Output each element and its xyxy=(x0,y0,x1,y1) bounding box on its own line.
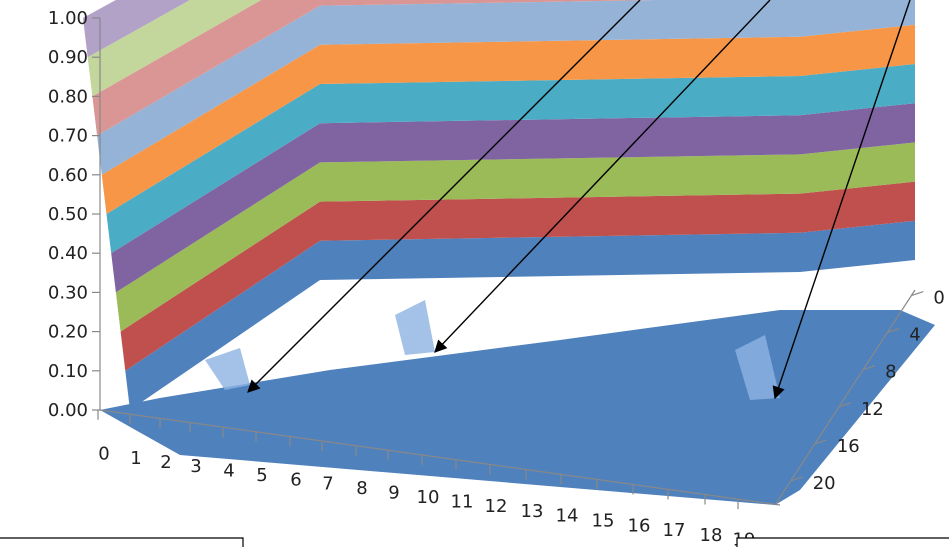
x-tick-label: 4 xyxy=(223,460,234,481)
z-tick-label: 0.90 xyxy=(48,47,88,68)
x-tick-label: 11 xyxy=(451,492,474,513)
surface-band-4 xyxy=(106,64,916,254)
y-tick-label: 12 xyxy=(861,399,884,420)
y-tick-label: 8 xyxy=(885,362,896,383)
x-tick-label: 14 xyxy=(556,506,579,527)
x-axis-line xyxy=(99,409,781,506)
y-axis-line xyxy=(774,289,916,506)
y-tick-mark xyxy=(887,328,900,334)
z-tick-label: 0.80 xyxy=(48,86,88,107)
z-tick-label: 0.30 xyxy=(48,282,88,303)
x-tick-label: 0 xyxy=(98,444,109,465)
x-tick-label: 3 xyxy=(190,456,201,477)
x-tick-label: 18 xyxy=(700,525,723,546)
y-tick-mark xyxy=(814,439,828,445)
y-tick-label: 16 xyxy=(837,436,860,457)
surface-band-7 xyxy=(92,0,656,136)
x-tick-label: 17 xyxy=(663,520,686,541)
floor-peak-left xyxy=(205,348,250,390)
x-tick-label: 12 xyxy=(485,496,508,517)
surface-bands xyxy=(82,0,916,410)
z-tick-label: 0.00 xyxy=(48,400,88,421)
y-tick-label: 0 xyxy=(933,288,944,309)
z-tick-label: 1.00 xyxy=(48,8,88,29)
y-tick-mark xyxy=(790,476,803,482)
surface-band-5 xyxy=(101,24,915,214)
legend-box-right xyxy=(736,537,949,547)
x-tick-label: 10 xyxy=(417,487,440,508)
z-tick-label: 0.70 xyxy=(48,126,88,147)
surface-band-9 xyxy=(82,0,190,58)
x-tick-label: 9 xyxy=(388,482,399,503)
surface-band-3 xyxy=(111,103,915,293)
z-tick-label: 0.20 xyxy=(48,322,88,343)
x-tick-label: 2 xyxy=(160,452,171,473)
y-tick-label: 20 xyxy=(813,473,836,494)
arrow-to-peak-left xyxy=(247,0,641,393)
z-tick-label: 0.40 xyxy=(48,243,88,264)
x-tick-label: 16 xyxy=(628,515,651,536)
x-axis: 012345678910111213141516171819 xyxy=(97,409,781,547)
y-tick-mark xyxy=(862,365,876,371)
x-tick-label: 1 xyxy=(130,448,141,469)
surface-floor xyxy=(100,310,935,505)
x-tick-label: 7 xyxy=(322,474,333,495)
surface-band-0 xyxy=(125,220,915,410)
legend-box-left xyxy=(0,537,244,547)
y-tick-label: 4 xyxy=(909,325,920,346)
x-tick-label: 6 xyxy=(290,469,301,490)
x-tick-label: 13 xyxy=(521,501,544,522)
surface-band-8 xyxy=(87,0,262,97)
z-tick-label: 0.60 xyxy=(48,165,88,186)
z-tick-label: 0.10 xyxy=(48,361,88,382)
x-tick-label: 5 xyxy=(256,465,267,486)
z-tick-label: 0.50 xyxy=(48,204,88,225)
surface-band-2 xyxy=(115,142,915,332)
floor-peak-middle xyxy=(395,300,435,355)
z-axis: 0.00 0.10 0.20 0.30 0.40 0.50 0.60 0.70 0.80 0.90… xyxy=(48,8,101,421)
x-tick-label: 8 xyxy=(356,478,367,499)
arrow-to-peak-middle xyxy=(434,0,771,353)
surface-band-1 xyxy=(120,181,916,371)
arrow-to-peak-right xyxy=(772,0,911,400)
surface-band-6 xyxy=(97,0,915,175)
y-tick-mark xyxy=(838,402,852,408)
x-tick-label: 15 xyxy=(592,510,615,531)
floor-peak-right xyxy=(735,335,780,400)
y-tick-mark xyxy=(911,290,924,297)
